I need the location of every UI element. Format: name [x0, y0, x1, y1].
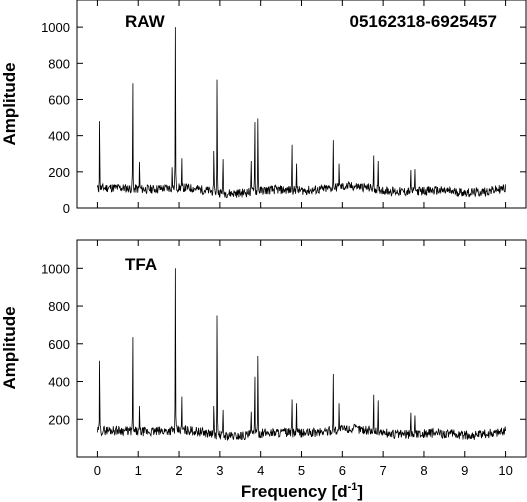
raw-plot-frame — [76, 0, 527, 209]
tfa-y-tick-label: 800 — [48, 299, 70, 314]
x-axis-label-close: ] — [357, 482, 363, 501]
tfa-y-ticks: 200 400 600 800 1000 — [41, 261, 526, 427]
raw-y-ticks: 0 200 400 600 800 1000 — [41, 20, 526, 216]
raw-y-tick-label: 1000 — [41, 20, 70, 35]
tfa-x-tick-label: 4 — [257, 463, 264, 478]
raw-y-tick-label: 200 — [48, 165, 70, 180]
tfa-panel: TFA Amplitude 200 400 600 800 1000 0 1 2 3 4 5 6 7 8… — [0, 239, 527, 478]
tfa-x-ticks: 0 1 2 3 4 5 6 7 8 9 10 — [94, 240, 513, 478]
raw-x-ticks — [96, 0, 507, 208]
tfa-label: TFA — [125, 255, 157, 274]
raw-y-tick-label: 600 — [48, 92, 70, 107]
x-axis-label-main: Frequency [d — [241, 482, 348, 501]
tfa-y-tick-label: 400 — [48, 375, 70, 390]
raw-label: RAW — [125, 12, 166, 31]
tfa-x-tick-label: 5 — [298, 463, 305, 478]
tfa-x-tick-label: 3 — [216, 463, 223, 478]
tfa-x-tick-label: 2 — [175, 463, 182, 478]
raw-y-tick-label: 800 — [48, 56, 70, 71]
x-axis-label: Frequency [d-1] — [241, 481, 363, 501]
tfa-x-tick-label: 10 — [498, 463, 512, 478]
tfa-series-line — [97, 268, 506, 441]
star-id-label: 05162318-6925457 — [350, 12, 497, 31]
tfa-x-tick-label: 9 — [461, 463, 468, 478]
tfa-x-tick-label: 8 — [420, 463, 427, 478]
raw-y-tick-label: 400 — [48, 129, 70, 144]
tfa-x-tick-label: 1 — [135, 463, 142, 478]
raw-series-line — [97, 27, 506, 198]
raw-y-tick-label: 0 — [63, 201, 70, 216]
raw-panel: RAW 05162318-6925457 Amplitude 0 200 400 60… — [0, 0, 527, 216]
tfa-y-tick-label: 600 — [48, 337, 70, 352]
tfa-y-tick-label: 200 — [48, 412, 70, 427]
tfa-x-tick-label: 6 — [339, 463, 346, 478]
tfa-x-tick-label: 0 — [94, 463, 101, 478]
tfa-x-tick-label: 7 — [380, 463, 387, 478]
raw-y-axis-label: Amplitude — [0, 62, 19, 145]
tfa-y-axis-label: Amplitude — [0, 306, 19, 389]
tfa-y-tick-label: 1000 — [41, 261, 70, 276]
x-axis-label-superscript: -1 — [348, 481, 358, 493]
